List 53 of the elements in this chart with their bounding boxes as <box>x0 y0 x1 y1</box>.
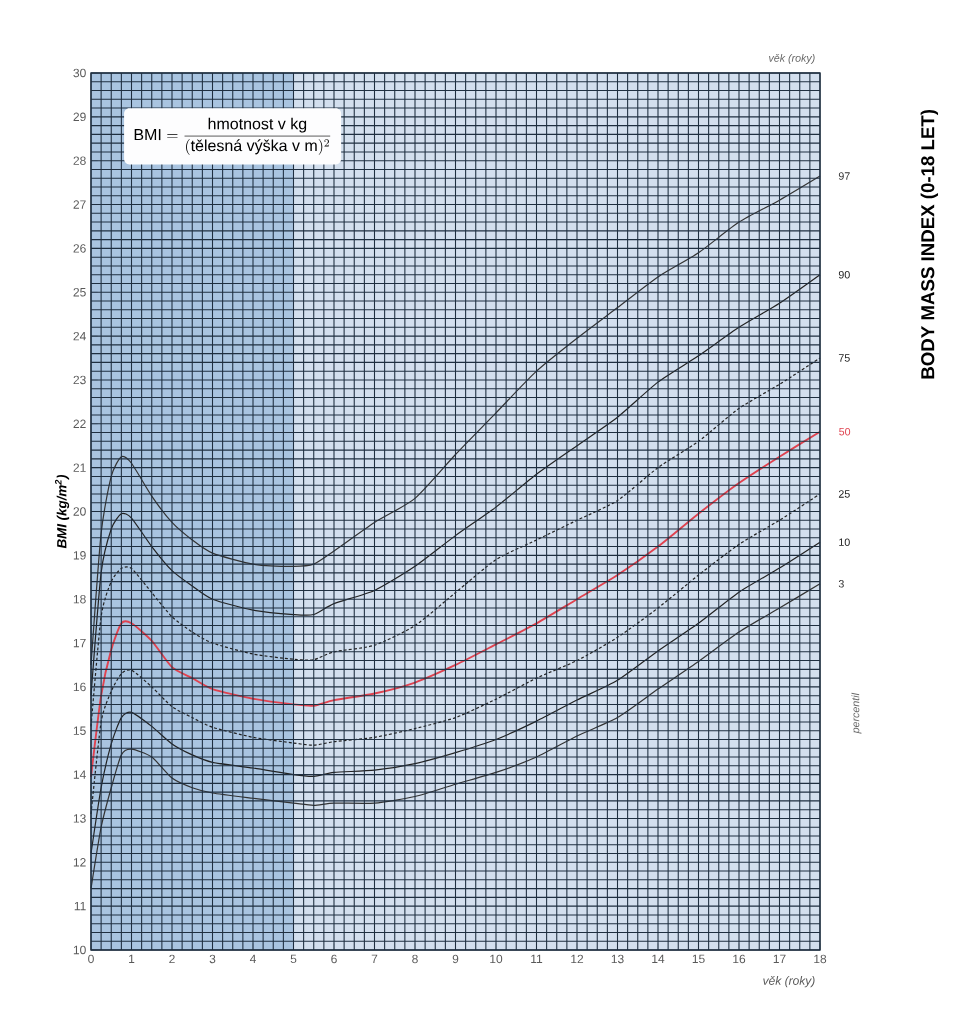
x-axis-title: věk (roky) <box>763 976 815 988</box>
y-tick-label: 20 <box>73 507 86 516</box>
y-tick-label: 19 <box>73 551 86 560</box>
x-tick-label: 1 <box>129 954 135 963</box>
x-tick-label: 17 <box>773 954 786 963</box>
annotation: $\mathrm{BMI}=\frac{\text{hmotnost v kg}}{(\text{tělesná výška v m})^{2}}$ <box>134 117 331 156</box>
x-tick-label: 7 <box>371 954 378 963</box>
y-tick-label: 26 <box>73 244 86 253</box>
x-tick-label: 9 <box>452 954 459 964</box>
x-tick-label: 11 <box>531 954 543 963</box>
y-tick-label: 21 <box>73 463 86 472</box>
x-tick-label: 15 <box>692 954 705 964</box>
series-label: 97 <box>838 172 850 180</box>
y-tick-label: 18 <box>73 594 86 604</box>
y-tick-label: 12 <box>73 858 86 867</box>
x-tick-label: 18 <box>814 954 827 964</box>
x-tick-label: 3 <box>209 954 216 964</box>
series-label: 75 <box>838 354 850 362</box>
x-tick-label: 2 <box>169 954 175 964</box>
x-tick-label: 0 <box>88 954 94 964</box>
text: věk (roky) <box>769 53 815 64</box>
y-tick-label: 17 <box>73 638 86 648</box>
y-tick-label: 30 <box>73 68 86 78</box>
y-tick-label: 23 <box>73 375 86 385</box>
x-tick-label: 14 <box>652 954 665 963</box>
series-label: 25 <box>838 490 850 498</box>
legend-title: percentil <box>851 692 862 734</box>
y-tick-label: 24 <box>73 331 86 341</box>
text: BODY MASS INDEX (0-18 LET) <box>920 109 939 379</box>
series-label: 50 <box>839 427 851 436</box>
x-tick-label: 10 <box>490 954 503 964</box>
y-tick-label: 14 <box>73 770 86 779</box>
y-tick-label: 15 <box>73 726 86 735</box>
y-tick-label: 28 <box>73 156 86 165</box>
x-tick-label: 13 <box>611 954 624 964</box>
y-tick-label: 13 <box>73 814 86 823</box>
y-tick-label: 27 <box>73 200 86 209</box>
y-tick-label: 10 <box>73 945 86 955</box>
y-tick-label: 11 <box>74 902 86 911</box>
y-tick-label: 16 <box>73 682 86 692</box>
x-tick-label: 12 <box>571 954 584 964</box>
x-tick-label: 5 <box>290 954 297 964</box>
x-tick-label: 4 <box>249 954 256 963</box>
series-label: 3 <box>838 580 844 588</box>
series-label: 10 <box>839 538 850 546</box>
series-label: 90 <box>838 270 850 279</box>
x-tick-label: 16 <box>733 954 746 964</box>
y-tick-label: 22 <box>73 419 86 428</box>
y-tick-label: 25 <box>73 287 86 297</box>
y-axis-title: BMI (kg/m$^{2}$) <box>55 474 70 549</box>
x-tick-label: 8 <box>412 954 418 964</box>
x-tick-label: 6 <box>331 954 337 964</box>
y-tick-label: 29 <box>73 112 86 122</box>
